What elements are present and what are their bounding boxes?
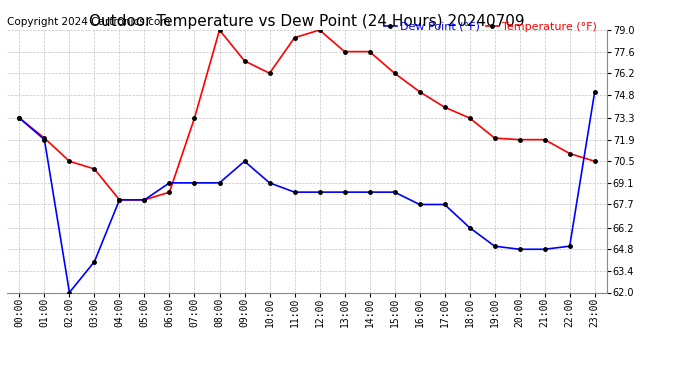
Text: Copyright 2024 Cartronics.com: Copyright 2024 Cartronics.com (7, 17, 170, 27)
Title: Outdoor Temperature vs Dew Point (24 Hours) 20240709: Outdoor Temperature vs Dew Point (24 Hou… (89, 14, 525, 29)
Legend: Dew Point (°F), Temperature (°F): Dew Point (°F), Temperature (°F) (379, 17, 602, 36)
